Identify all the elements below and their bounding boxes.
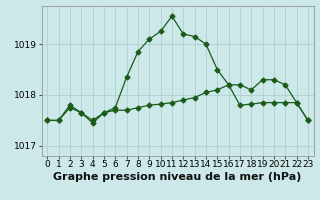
X-axis label: Graphe pression niveau de la mer (hPa): Graphe pression niveau de la mer (hPa) [53,172,302,182]
